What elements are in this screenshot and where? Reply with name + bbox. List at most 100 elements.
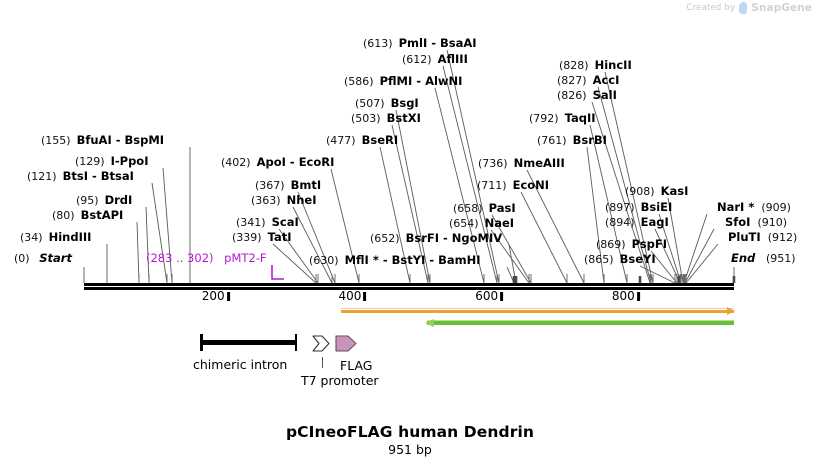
site-pos: (912) [767, 231, 798, 244]
feature-t7-promoter[interactable] [311, 332, 333, 356]
site-pos: (909) [761, 201, 791, 214]
site-name: BmtI [290, 178, 322, 192]
site-label-nari[interactable]: NarI * (909) [711, 201, 791, 214]
site-name: BsrBI [572, 133, 607, 147]
site-label-bseri[interactable]: (477) BseRI [326, 134, 398, 147]
cds-reverse-arrow[interactable] [425, 318, 734, 327]
primer-name: pMT2-F [224, 251, 267, 265]
ruler-tick-label: 200 [201, 289, 225, 303]
site-pos: (630) [309, 254, 339, 267]
ruler-tick-400: 400 [338, 289, 367, 303]
intron-bar [200, 340, 297, 345]
site-name: KasI [660, 184, 689, 198]
site-name: BamHI [438, 253, 481, 267]
site-name: AccI [592, 73, 620, 87]
site-label-pmli[interactable]: (613) PmlI - BsaAI [363, 37, 477, 50]
ruler-bar-upper [84, 283, 734, 286]
site-label-hindiii[interactable]: (34) HindIII [20, 231, 91, 244]
site-name: BseRI [361, 133, 399, 147]
site-label-bsiei[interactable]: (897) BsiEI [605, 201, 672, 214]
orf-arrow-highlight [341, 308, 734, 310]
watermark-brand: SnapGene [751, 2, 812, 14]
cds-arrow-head [425, 318, 434, 327]
site-label-ippoi[interactable]: (129) I-PpoI [75, 155, 149, 168]
site-label-kasi[interactable]: (908) KasI [625, 185, 688, 198]
site-label-scai[interactable]: (341) ScaI [236, 216, 299, 229]
site-label-bstapi[interactable]: (80) BstAPI [52, 209, 123, 222]
site-label-acci[interactable]: (827) AccI [557, 74, 619, 87]
site-label-taqii[interactable]: (792) TaqII [529, 112, 596, 125]
site-label-naei[interactable]: (654) NaeI [449, 217, 514, 230]
site-label-sfoi[interactable]: SfoI (910) [719, 216, 787, 229]
site-label-econi[interactable]: (711) EcoNI [477, 179, 549, 192]
site-label-btsi[interactable]: (121) BtsI - BtsaI [27, 170, 134, 183]
site-pos: (908) [625, 185, 655, 198]
site-name: TaqII [564, 111, 596, 125]
sequence-length: 951 bp [388, 442, 432, 457]
site-label-pluti[interactable]: PluTI (912) [722, 231, 797, 244]
site-pos: (341) [236, 216, 266, 229]
site-label-bmti[interactable]: (367) BmtI [255, 179, 321, 192]
site-pos: (894) [605, 216, 635, 229]
site-name: MflI * [344, 253, 379, 267]
site-pos: (613) [363, 37, 393, 50]
site-label-bfuai[interactable]: (155) BfuAI - BspMI [41, 134, 164, 147]
site-label-drdi[interactable]: (95) DrdI [76, 194, 132, 207]
ruler-tick-mark [636, 292, 640, 301]
site-name: NgoMIV [451, 231, 503, 245]
site-label-mfli[interactable]: (630) MflI * - BstYI - BamHI [309, 254, 481, 267]
site-name: PspFI [631, 237, 668, 251]
site-pos: (477) [326, 134, 356, 147]
ruler-tick-200: 200 [202, 289, 230, 303]
site-pos: (363) [251, 194, 281, 207]
site-name: NheI [286, 193, 317, 207]
site-label-bstxi[interactable]: (503) BstXI [351, 112, 421, 125]
snapgene-watermark: Created by SnapGene [686, 2, 812, 14]
feature-chimeric-intron[interactable] [200, 334, 297, 351]
site-label-nhei[interactable]: (363) NheI [251, 194, 316, 207]
site-pos: (80) [52, 209, 75, 222]
feature-label-flag: FLAG [340, 358, 373, 373]
site-name: PluTI [728, 230, 761, 244]
site-label-bsgi[interactable]: (507) BsgI [355, 97, 419, 110]
site-name: BsiEI [640, 200, 673, 214]
site-label-hincii[interactable]: (828) HincII [559, 59, 632, 72]
site-label-apoi[interactable]: (402) ApoI - EcoRI [221, 156, 334, 169]
page-title: pCIneoFLAG human Dendrin [285, 423, 535, 441]
site-pos: (95) [76, 194, 99, 207]
site-label-sali[interactable]: (826) SalI [557, 89, 617, 102]
feature-flag[interactable] [334, 332, 357, 356]
site-label-eagi[interactable]: (894) EagI [605, 216, 669, 229]
site-name: NarI * [717, 200, 755, 214]
site-pos: (507) [355, 97, 385, 110]
primer-label-pmt2-f[interactable]: (283 .. 302) pMT2-F [146, 252, 266, 264]
site-name: BsaAI [440, 36, 477, 50]
site-label-start: (0) Start [14, 252, 72, 265]
site-label-nmeaiii[interactable]: (736) NmeAIII [478, 157, 565, 170]
site-label-tati[interactable]: (339) TatI [232, 231, 292, 244]
site-pos: (792) [529, 112, 559, 125]
site-name: SalI [592, 88, 617, 102]
site-pos: (897) [605, 201, 635, 214]
site-name: EagI [640, 215, 669, 229]
site-label-pasi[interactable]: (658) PasI [453, 202, 516, 215]
site-pos: (658) [453, 202, 483, 215]
site-label-bseyi[interactable]: (865) BseYI [584, 253, 656, 266]
site-separator: - [412, 74, 426, 88]
site-label-bsrbi[interactable]: (761) BsrBI [537, 134, 607, 147]
sequence-ruler[interactable] [84, 283, 734, 293]
ruler-tick-labels: 200 400 600 800 [0, 289, 820, 307]
site-separator: - [87, 169, 101, 183]
site-name: EcoNI [512, 178, 550, 192]
site-separator: - [378, 253, 392, 267]
site-label-pspfi[interactable]: (869) PspFI [596, 238, 667, 251]
site-label-bsrfi[interactable]: (652) BsrFI - NgoMIV [370, 232, 502, 245]
site-label-afliii[interactable]: (612) AflIII [402, 53, 468, 66]
ruler-tick-label: 600 [475, 289, 499, 303]
intron-cap-right [294, 334, 297, 351]
site-label-pflmi[interactable]: (586) PflMI - AlwNI [344, 75, 462, 88]
site-name: TatI [267, 230, 292, 244]
site-pos: (155) [41, 134, 71, 147]
orf-forward-arrow[interactable] [341, 307, 735, 315]
